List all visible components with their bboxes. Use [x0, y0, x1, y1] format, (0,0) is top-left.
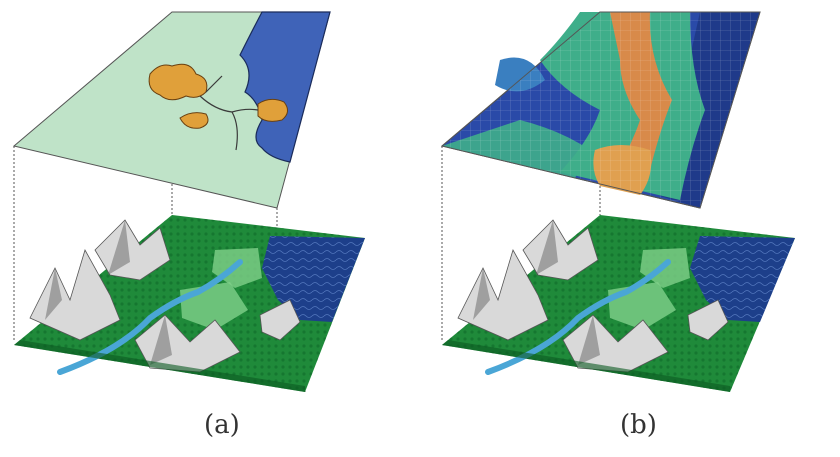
- vector-urban-2: [257, 98, 288, 122]
- vector-urban-3: [179, 112, 209, 129]
- panel-b: [440, 11, 795, 392]
- panel-b-raster-layer: [440, 11, 761, 209]
- vector-roads: [199, 75, 259, 151]
- terrain-river: [57, 259, 243, 375]
- panel-a-terrain-layer: [14, 215, 365, 392]
- caption-b: (b): [620, 410, 657, 440]
- caption-a: (a): [204, 410, 240, 440]
- terrain-river: [485, 259, 671, 375]
- panel-a: [12, 11, 365, 392]
- panel-b-terrain-layer: [442, 215, 795, 392]
- panel-a-vector-layer: [12, 11, 331, 209]
